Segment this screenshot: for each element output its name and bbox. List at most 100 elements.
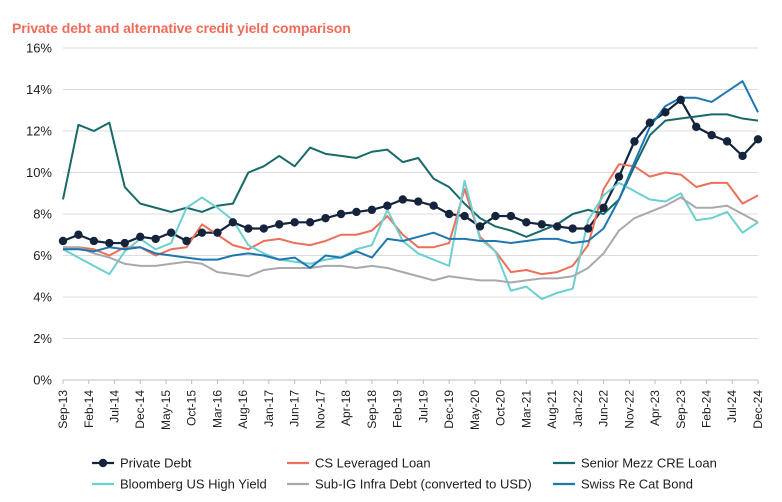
data-point	[460, 211, 469, 221]
data-point	[383, 201, 392, 210]
series-line-1	[62, 163, 759, 276]
data-point	[522, 218, 531, 227]
x-axis: Sep-13 Feb-14 Jul-14 Dec-14 May-15 Oct-15 Mar-…	[56, 379, 765, 430]
x-tick-label: Jul-14	[107, 390, 121, 423]
data-point	[444, 209, 454, 219]
legend-item: Swiss Re Cat Bond	[553, 477, 693, 492]
data-point	[568, 224, 577, 233]
data-point	[151, 234, 160, 244]
gridlines	[63, 47, 758, 381]
data-point	[74, 230, 83, 239]
legend-marker	[98, 458, 108, 468]
chart-title: Private debt and alternative credit yiel…	[12, 20, 351, 36]
y-tick-label: 6%	[33, 248, 52, 263]
data-point	[336, 209, 346, 219]
data-point	[583, 224, 593, 233]
data-point	[197, 228, 207, 237]
x-tick-label: Feb-19	[391, 390, 405, 428]
x-tick-label: Sep-23	[674, 390, 688, 429]
data-point	[630, 137, 639, 146]
x-tick-label: Jun-17	[288, 390, 302, 427]
x-tick-label: Jan-22	[571, 390, 585, 427]
data-point	[367, 205, 377, 215]
x-tick-label: May-15	[159, 390, 173, 430]
x-tick-label: Apr-23	[648, 390, 662, 426]
data-point	[614, 172, 624, 181]
legend-label: Senior Mezz CRE Loan	[581, 456, 717, 471]
data-point	[753, 135, 763, 144]
x-tick-label: Sep-18	[365, 390, 379, 429]
x-tick-label: Mar-21	[519, 390, 533, 428]
data-point	[244, 224, 253, 233]
x-tick-label: Oct-20	[494, 390, 508, 426]
legend-item: CS Leveraged Loan	[287, 456, 431, 471]
data-point	[645, 118, 655, 127]
data-point	[136, 232, 145, 242]
x-tick-label: May-20	[468, 390, 482, 430]
data-point	[321, 213, 330, 223]
legend-item: Bloomberg US High Yield	[92, 477, 267, 492]
x-tick-label: Jul-19	[416, 390, 430, 423]
legend-item: Sub-IG Infra Debt (converted to USD)	[287, 477, 532, 492]
y-tick-label: 10%	[26, 165, 52, 180]
data-point	[537, 220, 546, 229]
data-point	[398, 195, 407, 204]
legend-label: Private Debt	[120, 456, 192, 471]
x-tick-label: Dec-24	[751, 390, 765, 429]
legend-item: Senior Mezz CRE Loan	[553, 456, 717, 471]
data-point	[722, 137, 732, 146]
x-tick-label: Nov-22	[622, 390, 636, 429]
series-line-4	[63, 196, 759, 284]
x-tick-label: Jun-22	[597, 390, 611, 427]
data-point	[692, 122, 701, 132]
x-tick-label: Feb-14	[82, 390, 96, 428]
y-tick-label: 16%	[26, 41, 52, 56]
x-tick-label: Oct-15	[185, 390, 199, 426]
data-point	[275, 220, 284, 229]
data-point	[166, 228, 176, 237]
series-line-3	[62, 179, 759, 301]
data-point	[120, 238, 129, 248]
data-point	[290, 218, 299, 227]
x-tick-label: Jan-17	[262, 390, 276, 427]
y-tick-label: 14%	[26, 82, 52, 97]
data-point	[58, 236, 68, 246]
legend-label: Bloomberg US High Yield	[120, 477, 267, 492]
data-point	[661, 108, 670, 117]
data-point	[676, 95, 685, 105]
data-point	[305, 218, 315, 227]
y-tick-label: 8%	[33, 207, 52, 222]
legend-item: Private Debt	[92, 456, 192, 471]
x-tick-label: Dec-14	[133, 390, 147, 429]
x-tick-label: Dec-19	[442, 390, 456, 429]
data-point	[414, 197, 423, 206]
x-tick-label: Aug-16	[236, 390, 250, 429]
series-line-5	[63, 80, 759, 269]
legend-label: Swiss Re Cat Bond	[581, 477, 693, 492]
data-point	[182, 236, 191, 246]
data-point	[259, 224, 268, 233]
y-tick-label: 4%	[33, 290, 52, 305]
legend-label: Sub-IG Infra Debt (converted to USD)	[315, 477, 532, 492]
series-line-0	[62, 98, 759, 245]
data-point	[553, 222, 562, 231]
x-tick-label: Sep-13	[56, 390, 70, 429]
plot-area	[58, 80, 763, 301]
x-tick-label: Apr-18	[339, 390, 353, 426]
data-point	[228, 218, 238, 227]
data-point	[506, 211, 516, 221]
x-tick-label: Nov-17	[313, 390, 327, 429]
data-point	[352, 207, 361, 217]
data-point	[105, 238, 114, 248]
x-tick-label: Aug-21	[545, 390, 559, 429]
data-point	[707, 130, 716, 140]
y-tick-label: 12%	[26, 124, 52, 139]
y-tick-label: 0%	[33, 373, 52, 388]
x-tick-label: Mar-16	[210, 390, 224, 428]
x-tick-label: Feb-24	[700, 390, 714, 428]
y-tick-label: 2%	[33, 331, 52, 346]
data-point	[599, 203, 608, 212]
data-point	[491, 211, 500, 221]
data-point	[738, 151, 747, 161]
